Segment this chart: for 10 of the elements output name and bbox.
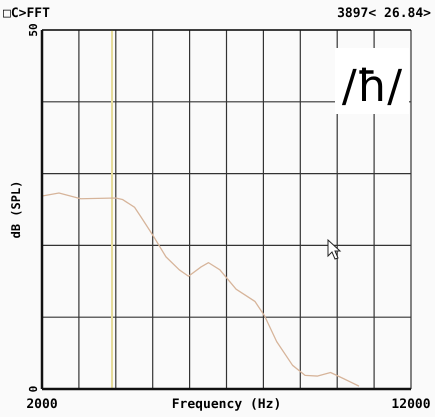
y-tick-label: 0 [27, 386, 40, 392]
chart-title: □C>FFT [3, 6, 50, 21]
chart-subtitle: 3897< 26.84> [337, 6, 432, 21]
annotation: /ħ/ [342, 61, 402, 112]
line-series [42, 192, 360, 387]
x-tick-label: 2000 [26, 397, 58, 412]
y-tick-label: 50 [27, 23, 40, 37]
y-axis-title: dB (SPL) [9, 180, 23, 238]
x-tick-label: 12000 [391, 397, 431, 412]
x-axis-title: Frequency (Hz) [172, 397, 282, 412]
